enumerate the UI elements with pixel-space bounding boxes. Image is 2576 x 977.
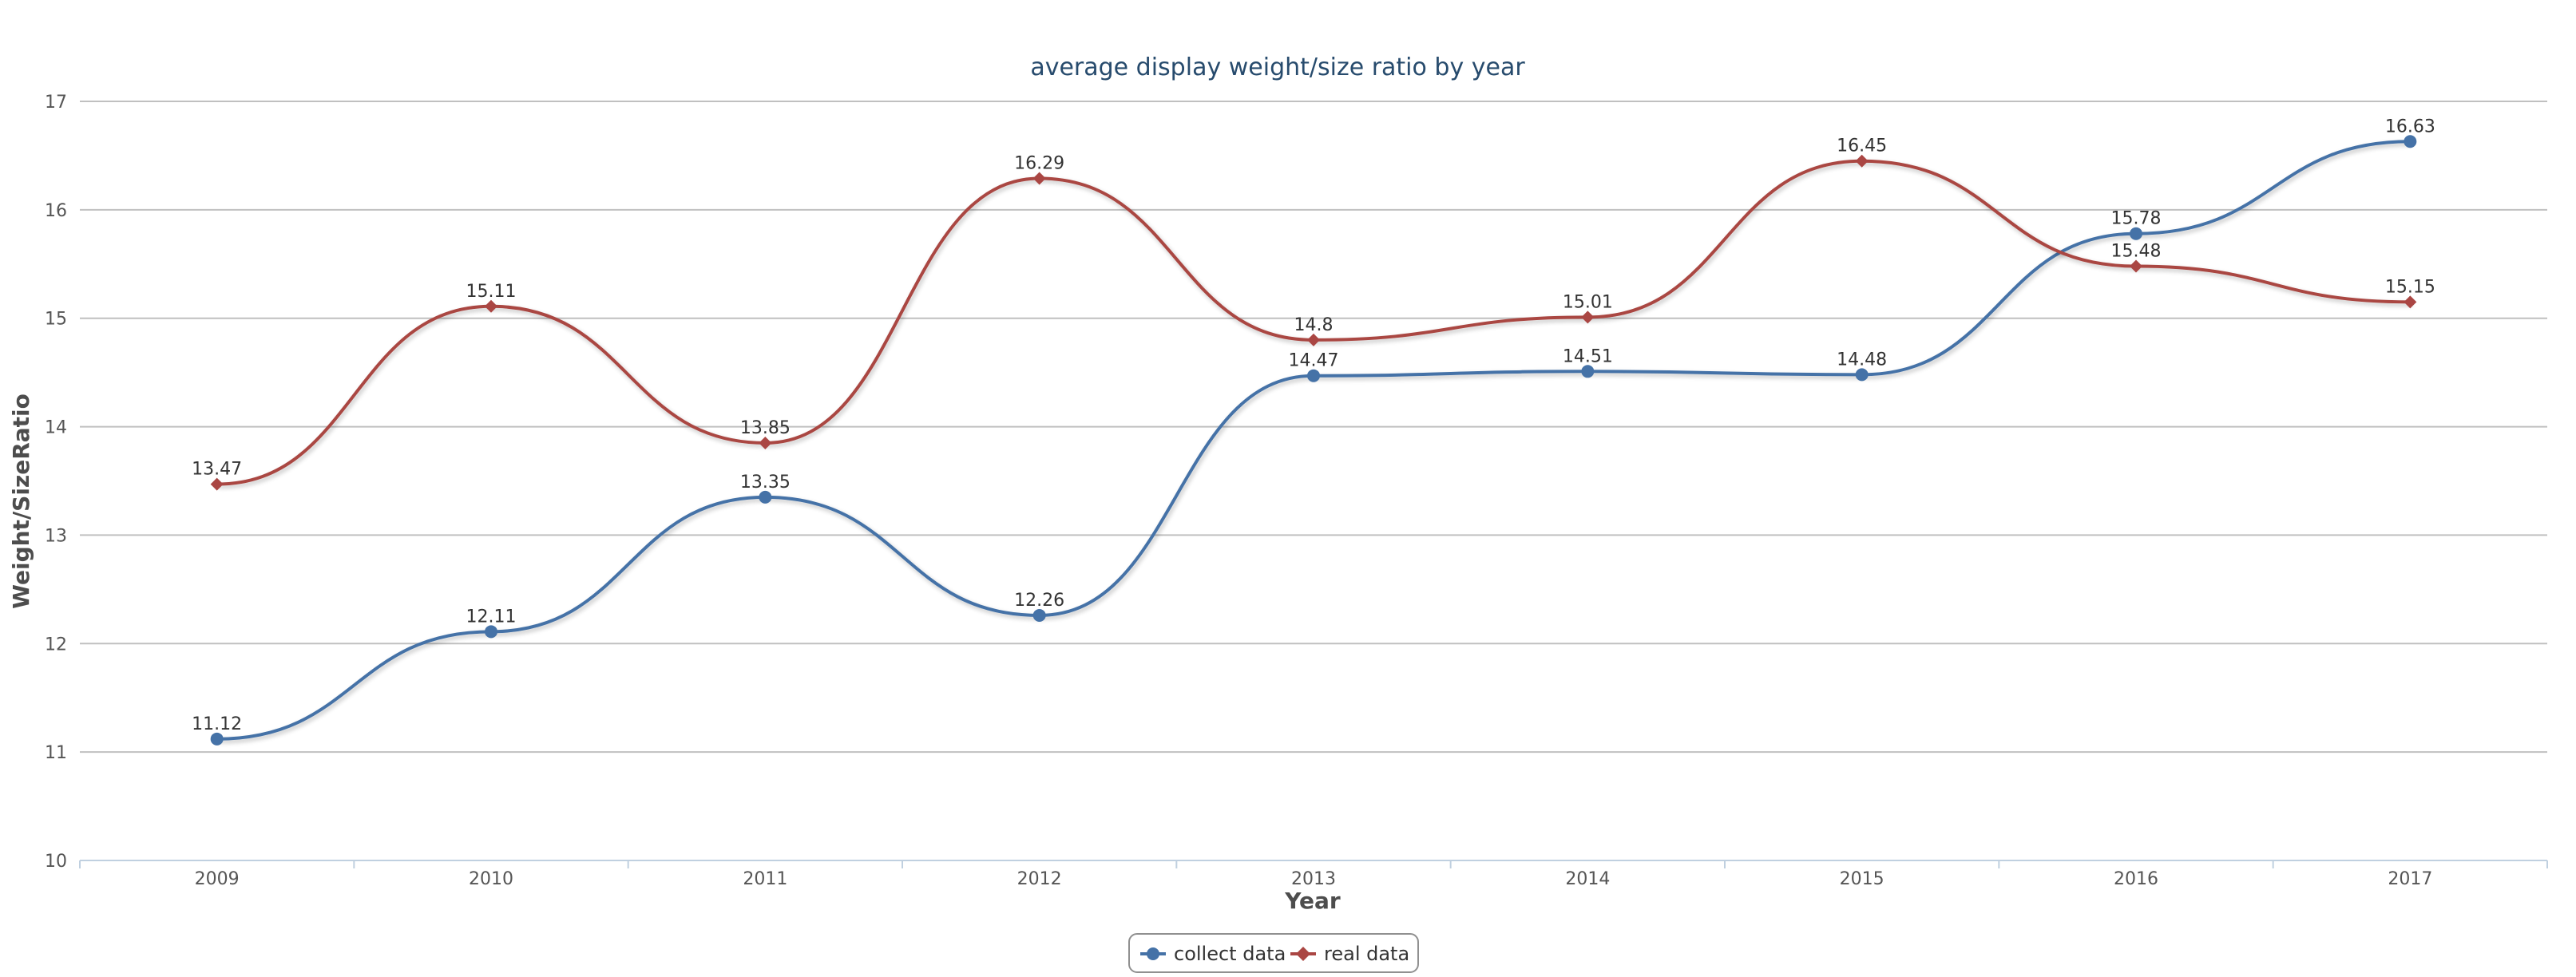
data-point-collect-data[interactable]	[1855, 368, 1869, 382]
x-tick-label: 2014	[1565, 869, 1610, 889]
series-lines	[210, 135, 2417, 746]
y-tick-label: 14	[45, 418, 67, 438]
series-line-real-data	[216, 159, 2411, 486]
data-label-collect-data: 14.47	[1289, 351, 1339, 371]
y-tick-label: 13	[45, 526, 67, 546]
data-label-real-data: 13.47	[192, 460, 242, 480]
data-label-collect-data: 13.35	[740, 473, 791, 492]
data-label-real-data: 15.48	[2111, 242, 2162, 262]
x-axis	[79, 860, 2548, 868]
y-tick-label: 15	[45, 310, 67, 330]
y-tick-label: 12	[45, 635, 67, 655]
data-point-real-data[interactable]	[759, 436, 772, 449]
data-label-collect-data: 16.63	[2385, 117, 2435, 136]
x-tick-label: 2013	[1291, 869, 1336, 889]
y-tick-label: 16	[45, 201, 67, 221]
data-label-collect-data: 15.78	[2111, 209, 2162, 229]
y-axis-tick-labels: 10 11 12 13 14 15 16 17	[45, 93, 67, 872]
data-label-collect-data: 12.26	[1014, 591, 1064, 611]
data-point-collect-data[interactable]	[1307, 369, 1320, 382]
data-point-real-data[interactable]	[2404, 295, 2417, 309]
data-label-real-data: 15.15	[2385, 277, 2435, 297]
y-axis-title: Weight/SizeRatio	[8, 394, 34, 609]
data-label-real-data: 15.11	[466, 282, 517, 302]
legend-label-collect-data: collect data	[1174, 943, 1286, 965]
data-label-real-data: 16.29	[1014, 153, 1064, 173]
legend-box	[1128, 933, 1419, 973]
data-point-collect-data[interactable]	[1581, 365, 1595, 378]
data-point-collect-data[interactable]	[2404, 135, 2417, 148]
x-tick-label: 2009	[195, 869, 240, 889]
x-tick-label: 2015	[1840, 869, 1884, 889]
data-label-real-data: 15.01	[1563, 292, 1613, 312]
data-point-collect-data[interactable]	[1032, 608, 1046, 622]
x-tick-label: 2010	[469, 869, 513, 889]
data-label-collect-data: 11.12	[192, 714, 242, 734]
chart-title: average display weight/size ratio by yea…	[1030, 53, 1525, 81]
y-tick-label: 17	[45, 93, 67, 113]
data-label-real-data: 16.45	[1837, 136, 1887, 156]
data-point-real-data[interactable]	[1307, 333, 1320, 346]
data-point-real-data[interactable]	[2130, 259, 2142, 273]
x-axis-title: Year	[1284, 888, 1341, 914]
x-tick-label: 2017	[2388, 869, 2432, 889]
data-point-collect-data[interactable]	[759, 490, 772, 504]
data-point-collect-data[interactable]	[210, 732, 224, 746]
data-labels: 11.12 12.11 13.35 12.26 14.47 14.51 14.48 15.78…	[192, 117, 2435, 734]
data-label-real-data: 13.85	[740, 418, 791, 438]
legend-marker-circle	[1147, 947, 1159, 960]
data-point-collect-data[interactable]	[485, 625, 497, 639]
data-label-collect-data: 14.51	[1563, 346, 1613, 366]
data-label-collect-data: 14.48	[1837, 350, 1887, 370]
legend-item-real-data[interactable]: real data	[1290, 943, 1409, 965]
data-point-collect-data[interactable]	[2130, 227, 2142, 240]
y-tick-label: 11	[45, 743, 67, 763]
data-point-real-data[interactable]	[1581, 311, 1595, 324]
x-tick-label: 2012	[1017, 869, 1062, 889]
data-point-real-data[interactable]	[1855, 154, 1869, 168]
x-tick-label: 2011	[743, 869, 787, 889]
legend-marker-diamond	[1296, 947, 1310, 961]
y-gridlines	[80, 101, 2547, 754]
y-tick-label: 10	[45, 852, 67, 872]
data-point-real-data[interactable]	[485, 299, 497, 313]
legend[interactable]: collect data real data	[1128, 933, 1419, 973]
series-line-collect-data	[216, 140, 2411, 741]
data-label-collect-data: 12.11	[466, 607, 517, 627]
data-point-real-data[interactable]	[1032, 172, 1046, 185]
data-point-real-data[interactable]	[210, 477, 224, 491]
data-label-real-data: 14.8	[1294, 315, 1334, 335]
legend-item-collect-data[interactable]: collect data	[1140, 943, 1286, 965]
x-tick-label: 2016	[2114, 869, 2158, 889]
legend-label-real-data: real data	[1324, 943, 1409, 965]
x-axis-tick-labels: 2009 2010 2011 2012 2013 2014 2015 2016 2017	[195, 869, 2433, 889]
